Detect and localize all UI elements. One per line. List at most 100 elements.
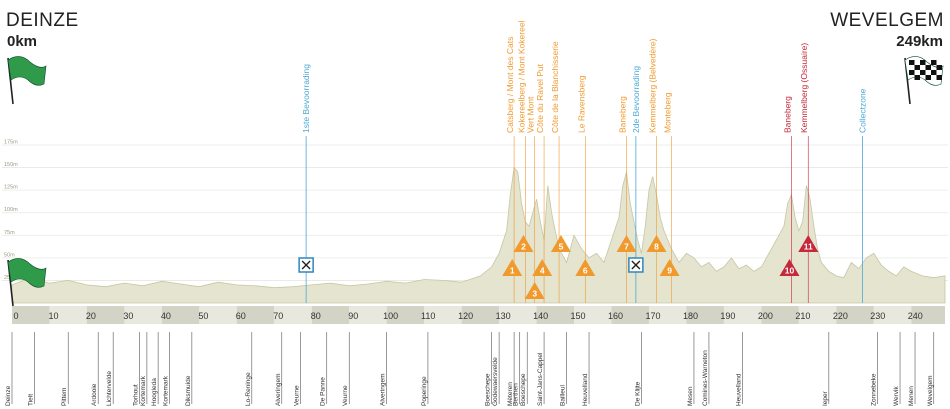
x-tick-label: 100 — [383, 311, 398, 321]
km-band — [86, 306, 125, 324]
x-tick-label: 230 — [870, 311, 885, 321]
place-label: Deinze — [5, 385, 12, 406]
km-band — [911, 306, 945, 324]
flag-check — [920, 60, 926, 65]
km-band — [311, 306, 350, 324]
km-bands — [12, 306, 945, 324]
feed-icon-knife — [631, 260, 641, 270]
finish-distance: 249km — [896, 33, 943, 50]
place-label: Bailleul — [560, 384, 567, 406]
km-band — [648, 306, 687, 324]
climb-marker: 11 — [798, 235, 819, 252]
place-label: Kortemark — [140, 375, 147, 406]
climb-triangle — [550, 235, 571, 252]
finish-city: WEVELGEM — [830, 10, 944, 31]
km-band — [274, 306, 312, 324]
x-tick-label: 0 — [13, 311, 18, 321]
climb-triangle — [616, 235, 637, 252]
y-tick-label: 75m — [4, 230, 15, 236]
climb-marker: 6 — [575, 259, 596, 276]
x-tick-label: 220 — [833, 311, 848, 321]
feed-label: Collectzone — [858, 88, 868, 133]
climb-triangle — [575, 259, 596, 276]
place-label: Poperinge — [421, 376, 428, 406]
climb-triangle — [502, 259, 523, 276]
climb-marker: 1 — [502, 259, 523, 276]
x-tick-label: 70 — [273, 311, 283, 321]
x-tick-label: 110 — [421, 311, 435, 321]
place-label: De Panne — [320, 377, 327, 406]
place-label: Godewaersvelde — [492, 357, 499, 406]
climb-number: 1 — [510, 266, 515, 276]
climb-label: Baneberg — [782, 96, 792, 133]
x-tick-label: 80 — [311, 311, 321, 321]
km-band — [199, 306, 237, 324]
flag-check — [914, 75, 920, 80]
flag-check — [925, 65, 931, 70]
place-label: Boeschepe — [485, 373, 492, 406]
km-band — [461, 306, 500, 324]
place-label: Alveringem — [380, 373, 387, 406]
climb-number: 5 — [559, 242, 564, 252]
x-tick-label: 160 — [608, 311, 623, 321]
climb-triangle — [646, 235, 667, 252]
km-band — [798, 306, 837, 324]
x-tick-label: 140 — [533, 311, 548, 321]
km-band — [536, 306, 575, 324]
climb-label: Baneberg — [618, 96, 628, 133]
y-tick-label: 125m — [4, 185, 18, 191]
climb-number: 3 — [532, 289, 537, 299]
y-tick-label: 150m — [4, 162, 18, 168]
place-label: Heuvelland — [736, 373, 743, 406]
climb-number: 7 — [624, 242, 629, 252]
start-flag-small-icon — [7, 258, 47, 307]
feed-icon-knife — [301, 260, 311, 270]
km-band — [386, 306, 425, 324]
km-band — [124, 306, 162, 324]
place-label: Mesen — [687, 386, 694, 406]
climb-marker: 9 — [659, 259, 680, 276]
climb-label: Kokereelberg / Mont Kokereel — [516, 20, 526, 133]
places: Deinze Tielt Pittem Ardooie Lichtervelde Torh… — [5, 332, 935, 406]
climb-marker: 7 — [616, 235, 637, 252]
place-label: Zonnebeke — [871, 373, 878, 406]
y-tick-label: 50m — [4, 252, 15, 258]
km-band — [161, 306, 200, 324]
flag-cloth — [7, 258, 47, 288]
climb-label: Vert Mont — [526, 96, 536, 133]
x-tick-label: 170 — [645, 311, 660, 321]
climb-triangle — [659, 259, 680, 276]
climb-triangle — [798, 235, 819, 252]
km-band — [611, 306, 649, 324]
climb-label: Kemmelberg (Ossuaire) — [799, 43, 809, 133]
place-label: Saint-Jans-Cappel — [537, 352, 544, 406]
climb-marker: 3 — [524, 282, 545, 299]
place-label: Boeschepe — [520, 373, 527, 406]
km-band — [761, 306, 799, 324]
place-label: Mèteren — [507, 382, 514, 406]
flag-check — [925, 75, 931, 80]
flag-check — [920, 70, 926, 75]
place-label: Berthen — [513, 383, 520, 406]
feed-icon — [628, 257, 644, 273]
finish-flag-icon — [904, 56, 944, 105]
x-tick-label: 40 — [161, 311, 171, 321]
climb-triangle — [524, 282, 545, 299]
place-label: Ieper — [822, 390, 829, 406]
flag-check — [931, 70, 937, 75]
climb-triangle — [779, 259, 800, 276]
start-flag-icon — [7, 56, 47, 105]
flag-check — [909, 70, 915, 75]
start-distance: 0km — [7, 33, 38, 50]
flag-check — [936, 75, 942, 80]
feed-icon — [298, 257, 314, 273]
climb-label: Kemmelberg (Belvedère) — [647, 38, 657, 133]
km-band — [349, 306, 387, 324]
x-tick-label: 90 — [348, 311, 358, 321]
place-label: Hoogleda — [151, 378, 158, 406]
climb-number: 8 — [654, 242, 659, 252]
flag-check — [936, 65, 942, 70]
place-label: Kortemark — [162, 375, 169, 406]
